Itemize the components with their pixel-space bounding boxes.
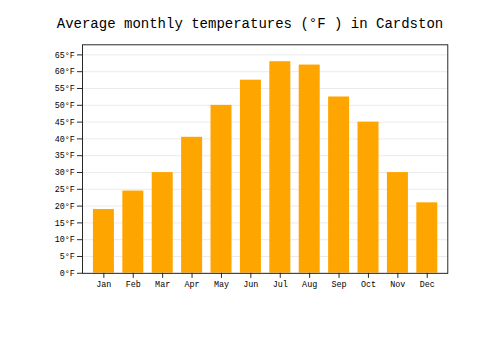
- svg-text:35°F: 35°F: [55, 151, 75, 161]
- svg-text:Jan: Jan: [96, 280, 111, 290]
- svg-text:55°F: 55°F: [55, 84, 75, 94]
- svg-text:50°F: 50°F: [55, 101, 75, 111]
- svg-text:Aug: Aug: [302, 280, 317, 290]
- svg-text:20°F: 20°F: [55, 202, 75, 212]
- svg-text:45°F: 45°F: [55, 118, 75, 128]
- svg-text:0°F: 0°F: [60, 269, 75, 279]
- svg-text:Mar: Mar: [155, 280, 170, 290]
- svg-text:10°F: 10°F: [55, 235, 75, 245]
- svg-text:Dec: Dec: [420, 280, 435, 290]
- svg-text:Jun: Jun: [243, 280, 258, 290]
- svg-text:5°F: 5°F: [60, 252, 75, 262]
- svg-text:Oct: Oct: [361, 280, 376, 290]
- svg-text:Jul: Jul: [273, 280, 288, 290]
- svg-text:25°F: 25°F: [55, 185, 75, 195]
- html-text:Average monthly temperatures (: Average monthly temperatures (°F ) in Ca…: [56, 16, 444, 32]
- svg-text:65°F: 65°F: [55, 51, 75, 61]
- svg-text:Nov: Nov: [390, 280, 405, 290]
- svg-text:May: May: [214, 280, 229, 290]
- svg-text:60°F: 60°F: [55, 67, 75, 77]
- svg-text:Apr: Apr: [185, 280, 200, 290]
- svg-text:Feb: Feb: [126, 280, 141, 290]
- svg-text:Sep: Sep: [331, 280, 346, 290]
- svg-text:15°F: 15°F: [55, 219, 75, 229]
- svg-text:40°F: 40°F: [55, 135, 75, 145]
- svg-text:30°F: 30°F: [55, 168, 75, 178]
